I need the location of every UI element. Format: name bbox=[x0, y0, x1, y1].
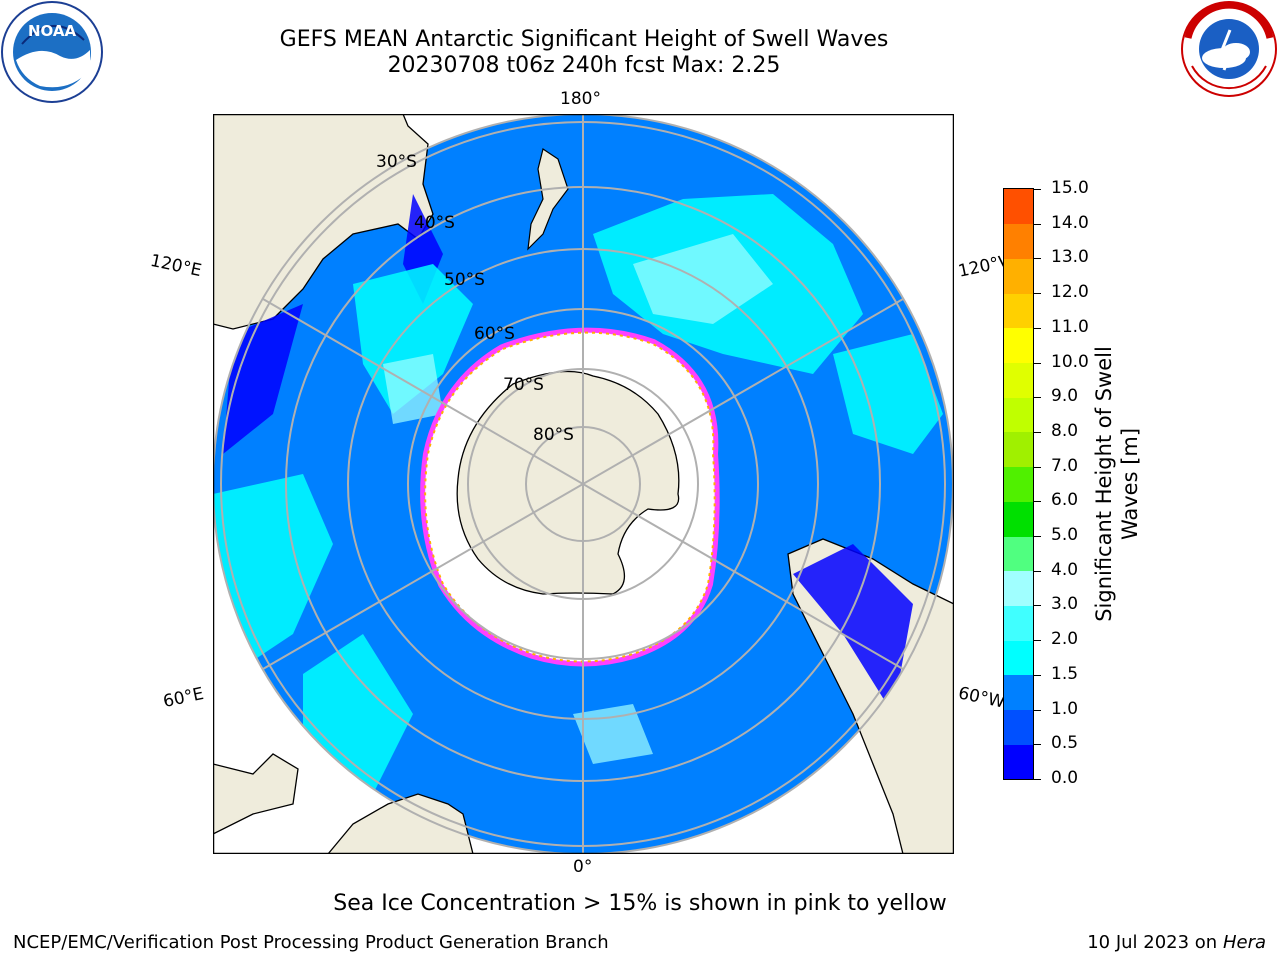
lat-label-50s: 50°S bbox=[444, 270, 485, 290]
colorbar-segment bbox=[1004, 466, 1033, 502]
noaa-logo: NOAA bbox=[0, 0, 104, 104]
colorbar-tick bbox=[1034, 779, 1041, 780]
colorbar-tick-label: 6.0 bbox=[1051, 490, 1079, 511]
colorbar-tick-label: 1.0 bbox=[1051, 698, 1079, 719]
colorbar-tick bbox=[1034, 536, 1041, 538]
colorbar-tick-label: 10.0 bbox=[1051, 351, 1089, 372]
lat-label-30s: 30°S bbox=[376, 152, 417, 172]
colorbar-segment bbox=[1004, 293, 1033, 329]
colorbar-segment bbox=[1004, 501, 1033, 537]
colorbar-segment bbox=[1004, 536, 1033, 572]
colorbar-tick bbox=[1034, 223, 1041, 225]
colorbar-tick-label: 1.5 bbox=[1051, 663, 1079, 684]
colorbar-tick-label: 0.0 bbox=[1051, 768, 1079, 788]
lat-label-70s: 70°S bbox=[503, 375, 544, 395]
colorbar-tick bbox=[1034, 570, 1041, 572]
colorbar-tick bbox=[1034, 709, 1041, 711]
colorbar-segment bbox=[1004, 674, 1033, 711]
colorbar-tick bbox=[1034, 674, 1041, 676]
colorbar-segment bbox=[1004, 605, 1033, 641]
graticule bbox=[220, 114, 946, 854]
colorbar-tick-label: 13.0 bbox=[1051, 247, 1089, 268]
colorbar-segment bbox=[1004, 570, 1033, 606]
colorbar-tick bbox=[1034, 640, 1041, 642]
map-frame bbox=[212, 113, 955, 855]
colorbar-tick bbox=[1034, 258, 1041, 260]
lon-label-0: 0° bbox=[573, 857, 593, 877]
colorbar-segment bbox=[1004, 362, 1033, 398]
colorbar-tick-label: 5.0 bbox=[1051, 525, 1079, 546]
colorbar-segment bbox=[1004, 258, 1033, 294]
noaa-logo-text: NOAA bbox=[28, 22, 77, 40]
colorbar-label: Significant Height of Swell Waves [m] bbox=[1091, 346, 1143, 622]
colorbar-segment bbox=[1004, 327, 1033, 364]
lat-label-80s: 80°S bbox=[533, 425, 574, 445]
colorbar-tick-label: 3.0 bbox=[1051, 594, 1079, 615]
colorbar-segment bbox=[1004, 189, 1033, 225]
colorbar-tick bbox=[1034, 431, 1041, 433]
polar-map bbox=[212, 113, 955, 855]
lon-label-120e: 120°E bbox=[148, 250, 204, 282]
colorbar-label-line1: Significant Height of Swell bbox=[1092, 346, 1116, 622]
chart-subtitle: 20230708 t06z 240h fcst Max: 2.25 bbox=[387, 53, 781, 78]
colorbar-label-line2: Waves [m] bbox=[1118, 427, 1142, 541]
credit-text: NCEP/EMC/Verification Post Processing Pr… bbox=[13, 932, 609, 953]
lon-label-180: 180° bbox=[560, 89, 601, 109]
colorbar-tick-label: 12.0 bbox=[1051, 282, 1089, 303]
colorbar-tick-label: 7.0 bbox=[1051, 455, 1079, 476]
colorbar-tick-label: 15.0 bbox=[1051, 178, 1089, 198]
colorbar-tick bbox=[1034, 605, 1041, 607]
colorbar-segment bbox=[1004, 744, 1033, 780]
colorbar bbox=[1003, 188, 1034, 780]
colorbar-tick-label: 8.0 bbox=[1051, 420, 1079, 441]
colorbar-tick-label: 2.0 bbox=[1051, 629, 1079, 650]
nws-logo bbox=[1178, 0, 1280, 100]
antarctica bbox=[456, 370, 680, 595]
machine-name: Hera bbox=[1222, 932, 1266, 953]
lon-label-60w: 60°W bbox=[956, 683, 1007, 713]
lat-label-60s: 60°S bbox=[474, 324, 515, 344]
new-zealand bbox=[527, 148, 569, 251]
colorbar-tick-label: 0.5 bbox=[1051, 733, 1079, 754]
colorbar-tick-label: 4.0 bbox=[1051, 559, 1079, 580]
colorbar-segment bbox=[1004, 223, 1033, 259]
colorbar-segment bbox=[1004, 397, 1033, 433]
colorbar-tick-label: 14.0 bbox=[1051, 212, 1089, 233]
colorbar-tick bbox=[1034, 744, 1041, 746]
date-prefix: 10 Jul 2023 on bbox=[1087, 932, 1223, 953]
colorbar-tick-label: 11.0 bbox=[1051, 316, 1089, 337]
lon-label-60e: 60°E bbox=[161, 683, 206, 713]
lat-label-40s: 40°S bbox=[414, 213, 455, 233]
colorbar-tick bbox=[1034, 362, 1041, 364]
colorbar-tick bbox=[1034, 501, 1041, 503]
colorbar-tick bbox=[1034, 293, 1041, 295]
sea-ice-note: Sea Ice Concentration > 15% is shown in … bbox=[333, 891, 947, 916]
chart-title: GEFS MEAN Antarctic Significant Height o… bbox=[279, 27, 889, 52]
colorbar-tick bbox=[1034, 466, 1041, 468]
colorbar-segment bbox=[1004, 431, 1033, 468]
colorbar-tick bbox=[1034, 189, 1041, 190]
colorbar-segment bbox=[1004, 640, 1033, 676]
colorbar-segment bbox=[1004, 709, 1033, 745]
colorbar-tick bbox=[1034, 397, 1041, 399]
colorbar-tick bbox=[1034, 327, 1041, 329]
colorbar-tick-label: 9.0 bbox=[1051, 386, 1079, 407]
date-text: 10 Jul 2023 on Hera bbox=[1087, 932, 1266, 953]
